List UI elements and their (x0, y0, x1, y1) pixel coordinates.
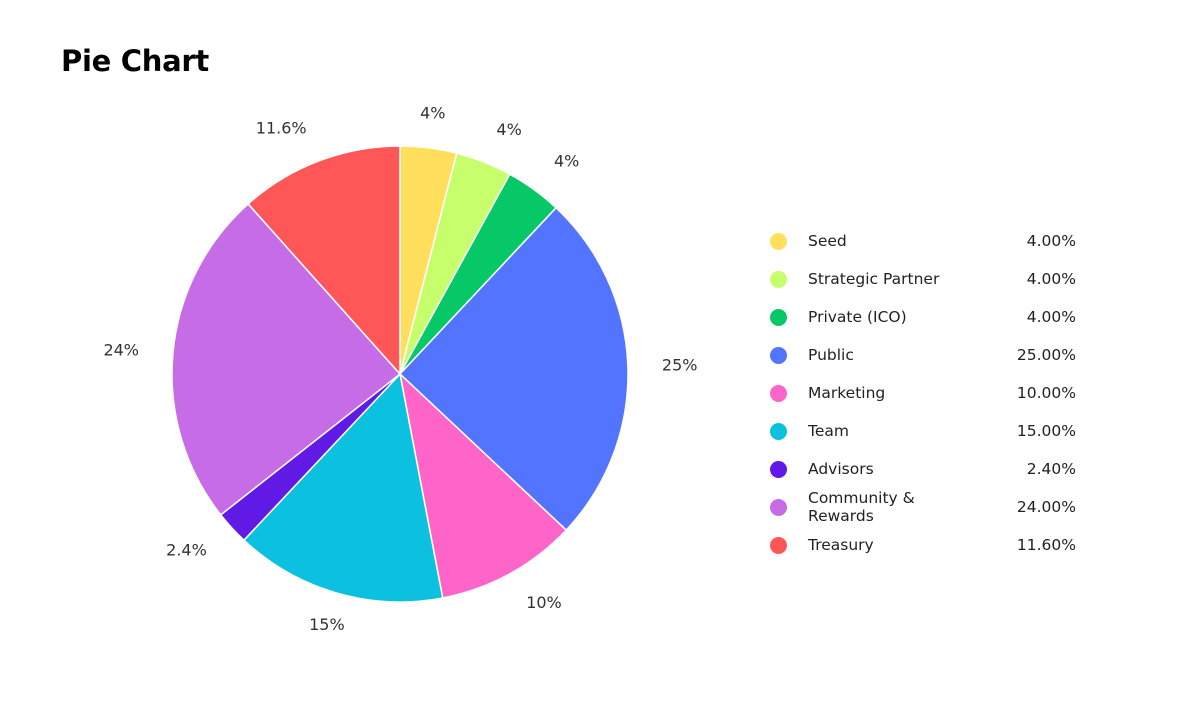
legend-value: 25.00% (1016, 346, 1076, 364)
legend-label: Seed (808, 232, 847, 250)
slice-label-advisors: 2.4% (166, 540, 207, 559)
slice-label-treasury: 11.6% (256, 119, 307, 138)
chart-title: Pie Chart (61, 44, 209, 78)
legend-swatch (770, 270, 787, 288)
legend-label: Marketing (808, 384, 886, 402)
legend-label: Treasury (808, 536, 874, 554)
legend-swatch (770, 346, 787, 364)
legend-label: Public (808, 346, 854, 364)
pie-slices (171, 145, 629, 603)
pie-slice-community-and-rewards[interactable] (171, 202, 402, 516)
legend-label: Community & Rewards (808, 489, 915, 525)
legend-item-treasury[interactable]: Treasury 11.60% (770, 526, 1090, 564)
legend-swatch (770, 460, 787, 478)
slice-label-private-ico: 4% (554, 152, 579, 171)
legend-swatch (770, 422, 787, 440)
legend-swatch (770, 536, 787, 554)
slice-label-marketing: 10% (526, 593, 562, 612)
slice-label-public: 25% (662, 355, 698, 374)
legend-item-public[interactable]: Public 25.00% (770, 336, 1090, 374)
slice-label-team: 15% (309, 615, 345, 634)
pie-slice-team[interactable] (242, 372, 444, 603)
legend-item-marketing[interactable]: Marketing 10.00% (770, 374, 1090, 412)
pie-slice-public[interactable] (398, 206, 629, 532)
legend-label: Advisors (808, 460, 874, 478)
legend-swatch (770, 308, 787, 326)
legend-value: 11.60% (1016, 536, 1076, 554)
legend-item-team[interactable]: Team 15.00% (770, 412, 1090, 450)
pie-slice-labels: 4% 4% 4% 25% 10% 15% 2.4% 24% 11.6% (103, 104, 698, 634)
legend-value: 4.00% (1026, 270, 1076, 288)
legend-value: 4.00% (1026, 232, 1076, 250)
chart-legend: Seed 4.00% Strategic Partner 4.00% Private (… (770, 222, 1090, 564)
pie-slice-marketing[interactable] (398, 371, 568, 599)
legend-item-community-and-rewards[interactable]: Community & Rewards 24.00% (770, 488, 1090, 526)
legend-label: Private (ICO) (808, 308, 907, 326)
slice-label-seed: 4% (420, 104, 445, 123)
slice-label-community-and-rewards: 24% (103, 341, 139, 360)
legend-item-seed[interactable]: Seed 4.00% (770, 222, 1090, 260)
legend-value: 4.00% (1026, 308, 1076, 326)
legend-value: 2.40% (1026, 460, 1076, 478)
legend-swatch (770, 498, 787, 516)
legend-value: 24.00% (1016, 498, 1076, 516)
legend-item-advisors[interactable]: Advisors 2.40% (770, 450, 1090, 488)
legend-swatch (770, 384, 787, 402)
legend-item-private-ico[interactable]: Private (ICO) 4.00% (770, 298, 1090, 336)
legend-value: 15.00% (1016, 422, 1076, 440)
pie-slice-treasury[interactable] (247, 145, 401, 376)
legend-label: Strategic Partner (808, 270, 940, 288)
legend-swatch (770, 232, 787, 250)
slice-label-strategic-partner: 4% (496, 120, 521, 139)
legend-value: 10.00% (1016, 384, 1076, 402)
legend-label: Team (808, 422, 849, 440)
legend-item-strategic-partner[interactable]: Strategic Partner 4.00% (770, 260, 1090, 298)
